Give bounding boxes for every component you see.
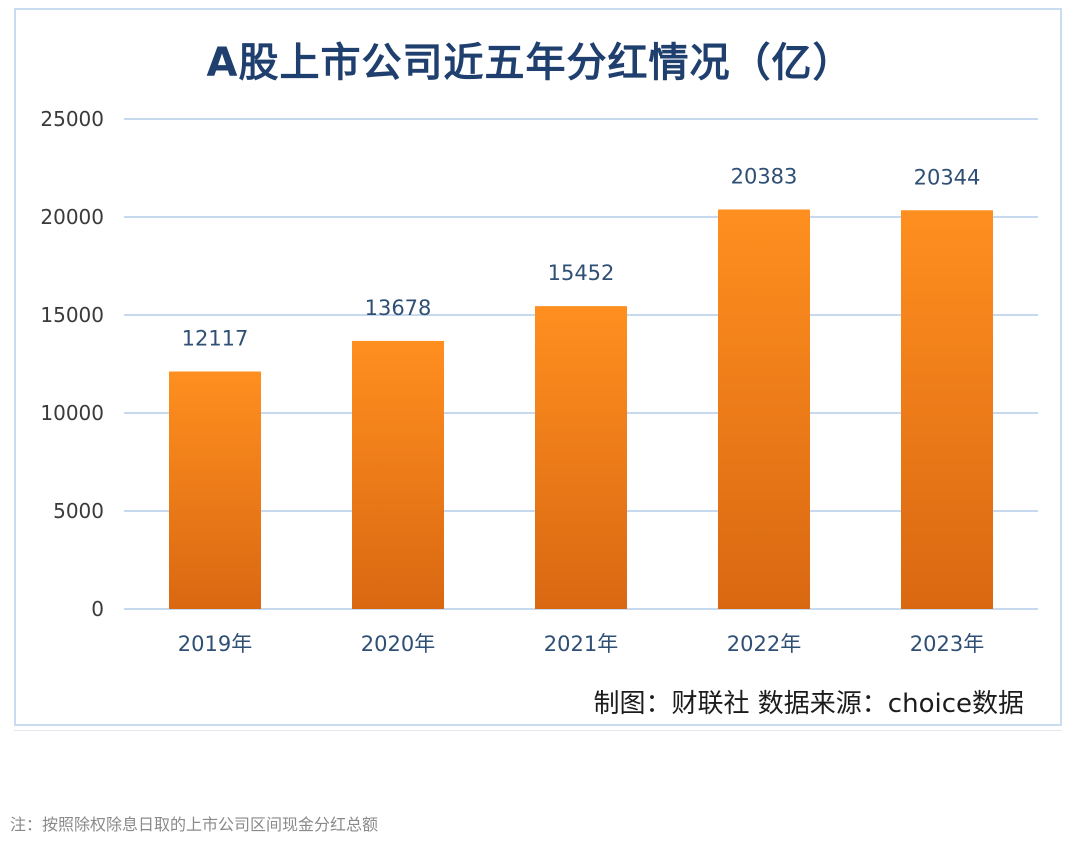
- data-label: 20383: [731, 164, 798, 188]
- x-tick-label: 2020年: [361, 632, 435, 656]
- x-tick-label: 2022年: [727, 632, 801, 656]
- x-axis-categories: 2019年 2020年 2021年 2022年 2023年: [178, 632, 984, 656]
- y-tick-label: 0: [91, 597, 104, 621]
- bar: [352, 340, 444, 609]
- data-label: 13678: [365, 296, 432, 320]
- chart-title: A股上市公司近五年分红情况（亿）: [206, 40, 854, 86]
- data-label: 20344: [914, 165, 981, 189]
- bar: [169, 371, 261, 609]
- y-tick-label: 25000: [40, 107, 104, 131]
- bar: [718, 209, 810, 609]
- x-tick-label: 2021年: [544, 632, 618, 656]
- data-label: 15452: [548, 261, 615, 285]
- y-tick-label: 15000: [40, 303, 104, 327]
- data-label: 12117: [182, 327, 249, 351]
- x-tick-label: 2023年: [910, 632, 984, 656]
- bar: [535, 306, 627, 609]
- y-axis-ticks: 0 5000 10000 15000 20000 25000: [40, 107, 104, 621]
- x-tick-label: 2019年: [178, 632, 252, 656]
- divider: [14, 730, 1062, 731]
- data-labels: 12117 13678 15452 20383 20344: [182, 164, 981, 350]
- footnote: 注：按照除权除息日取的上市公司区间现金分红总额: [10, 815, 379, 834]
- y-tick-label: 10000: [40, 401, 104, 425]
- source-note: 制图：财联社 数据来源：choice数据: [593, 689, 1024, 719]
- y-tick-label: 5000: [53, 499, 104, 523]
- bar: [901, 210, 993, 609]
- bars: [169, 209, 993, 609]
- y-tick-label: 20000: [40, 205, 104, 229]
